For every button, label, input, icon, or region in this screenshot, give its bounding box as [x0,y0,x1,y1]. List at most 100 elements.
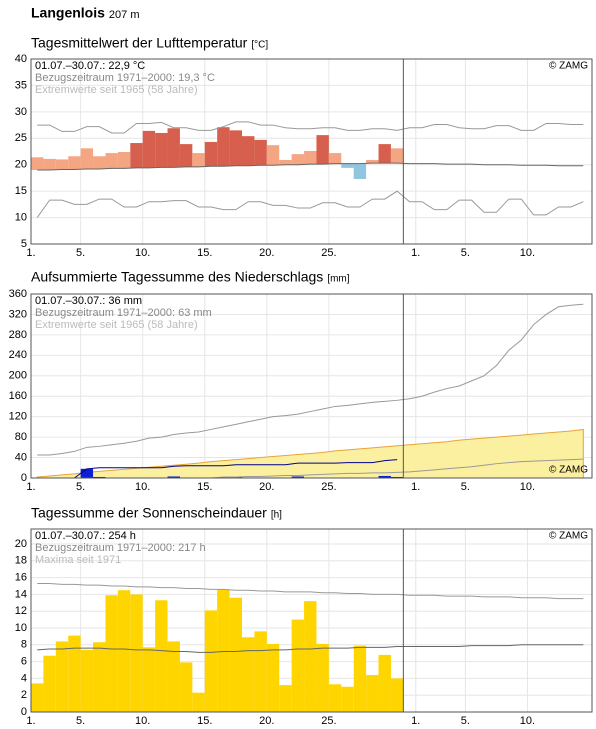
bar [80,148,94,169]
y-tick-label: 25 [15,132,27,144]
bar [93,642,106,712]
bar [80,649,94,712]
y-tick-label: 40 [15,53,27,65]
plot-frame [30,293,593,479]
bar [105,153,118,169]
bar [155,600,168,712]
summary-line: Extremwerte seit 1965 (58 Jahre) [35,319,198,331]
bar [155,133,168,168]
bar [378,144,391,164]
bar [192,692,205,712]
bar [328,153,342,164]
bar [266,145,280,166]
summary-line: 01.07.–30.07.: 36 mm [35,295,142,307]
summary-line: Extremwerte seit 1965 (58 Jahre) [35,84,198,96]
bar [117,590,131,712]
x-tick-label: 5. [76,247,85,259]
bar [93,476,106,478]
bar [31,683,44,712]
station-elevation: 207 m [109,9,140,21]
x-tick-label: 5. [461,481,470,493]
y-tick-label: 280 [9,329,27,341]
bar [105,595,118,712]
bar [366,159,379,164]
bar [204,610,218,712]
x-tick-label: 1. [26,481,35,493]
y-tick-label: 0 [21,472,27,484]
summary-line: 01.07.–30.07.: 22,9 °C [35,60,145,72]
bar [130,594,143,712]
bar [266,643,280,712]
y-tick-label: 0 [21,706,27,718]
y-tick-label: 80 [15,431,27,443]
station-name: Langenlois [31,5,105,21]
y-tick-label: 30 [15,106,27,118]
x-tick-label: 1. [411,481,420,493]
bar [80,468,94,478]
x-tick-label: 10. [135,715,150,727]
y-tick-label: 6 [21,656,27,668]
bar [142,130,156,168]
x-tick-label: 15. [197,715,212,727]
bar [204,141,218,167]
bar [192,153,205,167]
bar [117,152,131,169]
bar [179,662,193,712]
line [37,121,584,134]
x-tick-label: 1. [26,715,35,727]
credit: © ZAMG [549,531,588,542]
y-tick-label: 10 [15,211,27,223]
bar [304,150,317,165]
x-tick-label: 20. [259,247,274,259]
bar [55,641,69,712]
bar [167,128,180,168]
bar [279,159,292,165]
bar [328,684,342,712]
panel-title: Aufsummierte Tagessumme des Niederschlag… [31,269,323,285]
y-tick-label: 5 [21,238,27,250]
x-tick-label: 25. [321,715,336,727]
bar [353,163,367,179]
y-tick-label: 360 [9,288,27,300]
bar [316,643,329,712]
bar [291,476,305,478]
bar [291,619,305,712]
x-tick-label: 25. [321,481,336,493]
bar [390,148,404,164]
line [37,303,584,456]
x-tick-label: 5. [76,481,85,493]
bar [241,637,255,712]
x-tick-label: 1. [411,715,420,727]
bar [130,143,143,168]
summary-line: Bezugszeitraum 1971–2000: 19,3 °C [35,72,215,84]
y-tick-label: 10 [15,622,27,634]
y-tick-label: 16 [15,572,27,584]
x-tick-label: 1. [411,247,420,259]
x-tick-label: 5. [461,715,470,727]
x-tick-label: 10. [520,247,535,259]
bar [390,476,404,478]
y-tick-label: 240 [9,349,27,361]
bar [167,641,180,712]
bar [68,635,81,712]
bar [291,154,305,165]
line [37,162,584,171]
bar [390,678,404,712]
y-tick-label: 35 [15,79,27,91]
bar [142,647,156,712]
y-tick-label: 40 [15,451,27,463]
x-tick-label: 15. [197,247,212,259]
bar [254,139,267,166]
x-tick-label: 25. [321,247,336,259]
line [37,582,584,600]
credit: © ZAMG [549,61,588,72]
bar [68,156,81,170]
bar [341,163,354,168]
bar [316,135,329,165]
panel-unit: [°C] [251,40,268,51]
x-tick-label: 5. [76,715,85,727]
line [37,459,398,479]
y-tick-label: 4 [21,672,27,684]
bar [179,144,193,167]
